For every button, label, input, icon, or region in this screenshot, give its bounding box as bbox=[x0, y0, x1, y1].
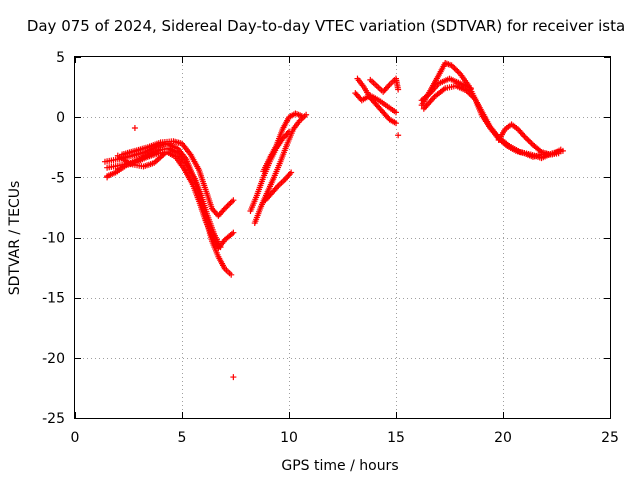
data-point bbox=[524, 136, 531, 143]
data-point bbox=[522, 134, 529, 141]
data-points bbox=[101, 60, 566, 381]
x-axis-label: GPS time / hours bbox=[281, 458, 398, 474]
data-point bbox=[451, 65, 458, 72]
data-point bbox=[527, 139, 534, 146]
x-tick-label: 10 bbox=[280, 430, 298, 446]
data-point bbox=[228, 271, 235, 278]
y-tick-label: -10 bbox=[42, 231, 65, 247]
y-tick-label: 5 bbox=[56, 50, 65, 66]
data-point bbox=[555, 150, 562, 157]
data-point bbox=[559, 147, 566, 154]
data-point bbox=[223, 204, 230, 211]
data-point bbox=[226, 201, 233, 208]
data-point bbox=[131, 124, 138, 131]
data-point bbox=[303, 111, 310, 118]
data-point bbox=[230, 197, 237, 204]
data-point bbox=[454, 68, 461, 75]
data-point bbox=[393, 120, 399, 127]
x-tick-label: 5 bbox=[178, 430, 187, 446]
data-point bbox=[395, 86, 402, 93]
grid-lines bbox=[75, 57, 610, 418]
y-axis-label: SDTVAR / TECUs bbox=[7, 181, 23, 296]
data-point bbox=[161, 150, 168, 157]
y-tick-label: -20 bbox=[42, 351, 65, 367]
data-point bbox=[228, 198, 235, 205]
data-point bbox=[395, 132, 402, 139]
data-point bbox=[452, 66, 459, 73]
y-tick-label: 0 bbox=[56, 110, 65, 126]
y-tick-label: -5 bbox=[51, 170, 65, 186]
data-point bbox=[525, 137, 532, 144]
x-tick-label: 0 bbox=[71, 430, 80, 446]
axis-ticks: 0 5 10 15 20 25 -25 -20 -15 -10 -5 0 5 bbox=[42, 50, 619, 446]
data-point bbox=[393, 109, 399, 116]
x-tick-label: 20 bbox=[494, 430, 512, 446]
data-point bbox=[227, 200, 234, 207]
x-tick-label: 25 bbox=[601, 430, 619, 446]
data-point bbox=[104, 174, 111, 181]
data-point bbox=[224, 202, 231, 209]
y-tick-label: -15 bbox=[42, 291, 65, 307]
y-tick-label: -25 bbox=[42, 411, 65, 427]
data-point bbox=[230, 229, 237, 236]
plot-frame bbox=[74, 56, 611, 419]
data-point bbox=[298, 112, 305, 119]
chart-title: Day 075 of 2024, Sidereal Day-to-day VTE… bbox=[27, 17, 625, 35]
x-tick-label: 15 bbox=[387, 430, 405, 446]
data-point bbox=[230, 374, 237, 381]
data-point bbox=[114, 165, 121, 172]
data-point bbox=[288, 169, 295, 176]
data-point bbox=[467, 85, 474, 92]
